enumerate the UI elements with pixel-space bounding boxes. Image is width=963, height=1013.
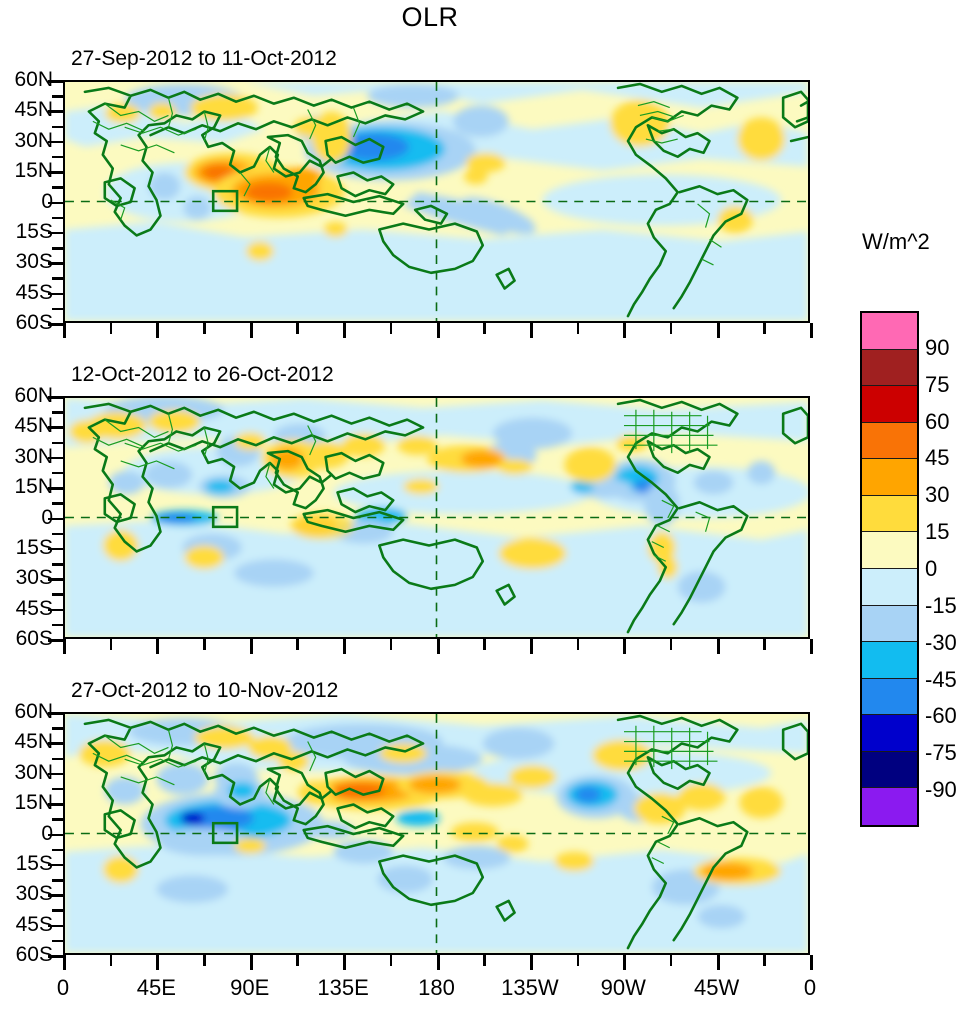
location-marker-box: [211, 821, 239, 845]
colorbar-band: [862, 642, 917, 679]
colorbar-band: [862, 751, 917, 789]
colorbar-band: [862, 459, 917, 496]
y-tick-label: 30S: [15, 882, 53, 906]
colorbar-tick-label: -15: [925, 592, 957, 618]
y-tick-label: 60S: [15, 943, 53, 966]
y-tick-label: 30N: [14, 760, 53, 784]
x-tick-label: 0: [803, 975, 817, 1000]
y-tick-label: 60N: [14, 700, 53, 723]
colorbar-band: [862, 349, 917, 387]
y-tick-label: 60N: [14, 68, 53, 91]
colorbar-tick-label: 30: [925, 482, 950, 508]
y-tick-label: 60N: [14, 384, 53, 407]
y-tick-label: 0: [41, 190, 53, 214]
map-canvas-1[interactable]: [63, 80, 810, 323]
y-tick-label: 15S: [15, 851, 53, 875]
colorbar-band: [862, 605, 917, 643]
x-tick-label: 90W: [600, 975, 646, 1000]
y-tick-label: 45S: [15, 596, 53, 620]
y-axis-labels-2: 60N 45N 30N 15N 0 15S 30S 45S 60S: [1, 384, 63, 650]
y-tick-label: 15N: [14, 159, 53, 183]
y-tick-label: 0: [41, 822, 53, 846]
y-tick-label: 30N: [14, 444, 53, 468]
x-tick-label: 90E: [230, 975, 270, 1000]
x-tick-label: 0: [56, 975, 70, 1000]
map-svg-1: [65, 82, 808, 321]
colorbar-tick-label: -60: [925, 703, 957, 729]
location-marker-box: [211, 505, 239, 529]
panel-title-2: 12-Oct-2012 to 26-Oct-2012: [71, 363, 334, 386]
y-tick-label: 45S: [15, 280, 53, 304]
colorbar-band: [862, 568, 917, 606]
colorbar-band: [862, 422, 917, 460]
colorbar-units-label: W/m^2: [862, 229, 930, 254]
map-canvas-2[interactable]: [63, 396, 810, 639]
y-tick-label: 45N: [14, 414, 53, 438]
colorbar-tick-label: 0: [925, 556, 938, 581]
panel-title-3: 27-Oct-2012 to 10-Nov-2012: [71, 679, 339, 702]
y-tick-label: 45S: [15, 912, 53, 936]
colorbar-tick-labels: 90 75 60 45 30 15 0 -15 -30 -45 -60 -75 -90: [925, 311, 963, 827]
y-tick-label: 15S: [15, 535, 53, 559]
colorbar-tick-label: -90: [925, 777, 957, 803]
y-tick-label: 60S: [15, 311, 53, 334]
colorbar-tick-label: 45: [925, 445, 950, 471]
colorbar-tick-label: -75: [925, 740, 957, 766]
colorbar-band: [862, 532, 917, 569]
map-panel-2: 12-Oct-2012 to 26-Oct-2012: [14, 363, 813, 654]
colorbar-tick-label: -30: [925, 629, 957, 655]
y-tick-label: 60S: [15, 627, 53, 650]
map-panel-1: 27-Sep-2012 to 11-Oct-2012: [14, 47, 813, 338]
y-tick-label: 45N: [14, 98, 53, 122]
y-tick-label: 15N: [14, 791, 53, 815]
y-axis-labels-3: 60N 45N 30N 15N 0 15S 30S 45S 60S: [1, 700, 63, 966]
map-canvas-3[interactable]: [63, 712, 810, 955]
colorbar-band: [862, 386, 917, 423]
colorbar-band: [862, 678, 917, 716]
colorbar[interactable]: [860, 311, 919, 827]
colorbar-tick-label: 75: [925, 371, 950, 397]
colorbar-tick-label: 60: [925, 408, 950, 434]
colorbar-tick-label: 15: [925, 519, 950, 545]
y-tick-label: 0: [41, 506, 53, 530]
page-title: OLR: [401, 2, 459, 32]
x-axis-labels: 0 45E 90E 135E 180 135W 90W 45W 0: [57, 955, 816, 1005]
x-tick-label: 45W: [694, 975, 740, 1000]
x-tick-label: 135W: [501, 975, 559, 1000]
map-panel-3: 27-Oct-2012 to 10-Nov-2012: [14, 679, 816, 1000]
colorbar-band: [862, 715, 917, 752]
colorbar-band: [862, 495, 917, 533]
colorbar-tick-label: 90: [925, 334, 950, 360]
y-axis-labels-1: 60N 45N 30N 15N 0 15S 30S 45S 60S: [1, 68, 63, 334]
colorbar-band: [862, 788, 917, 825]
x-tick-label: 135E: [317, 975, 369, 1000]
y-tick-label: 45N: [14, 730, 53, 754]
location-marker-box: [211, 189, 239, 213]
colorbar-tick-label: -45: [925, 666, 957, 692]
y-tick-label: 15N: [14, 475, 53, 499]
map-svg-2: [65, 398, 808, 637]
y-tick-label: 15S: [15, 219, 53, 243]
panel-title-1: 27-Sep-2012 to 11-Oct-2012: [71, 47, 337, 70]
map-svg-3: [65, 714, 808, 953]
y-tick-label: 30S: [15, 566, 53, 590]
y-tick-label: 30S: [15, 250, 53, 274]
y-tick-label: 30N: [14, 128, 53, 152]
x-tick-label: 45E: [136, 975, 176, 1000]
x-tick-label: 180: [418, 975, 455, 1000]
colorbar-band: [862, 313, 917, 350]
